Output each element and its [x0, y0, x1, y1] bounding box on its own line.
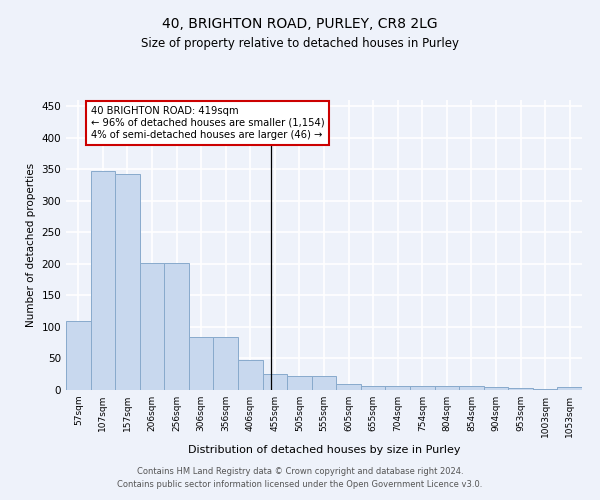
- Bar: [336, 384, 361, 390]
- Bar: [508, 388, 533, 390]
- Bar: [287, 376, 312, 390]
- Bar: [140, 262, 164, 390]
- Text: Contains HM Land Registry data © Crown copyright and database right 2024.: Contains HM Land Registry data © Crown c…: [137, 467, 463, 476]
- Bar: [164, 262, 189, 390]
- Bar: [312, 376, 336, 390]
- Bar: [115, 174, 140, 390]
- X-axis label: Distribution of detached houses by size in Purley: Distribution of detached houses by size …: [188, 446, 460, 456]
- Bar: [238, 360, 263, 390]
- Text: 40, BRIGHTON ROAD, PURLEY, CR8 2LG: 40, BRIGHTON ROAD, PURLEY, CR8 2LG: [162, 18, 438, 32]
- Bar: [263, 374, 287, 390]
- Bar: [410, 386, 434, 390]
- Text: Contains public sector information licensed under the Open Government Licence v3: Contains public sector information licen…: [118, 480, 482, 489]
- Bar: [91, 170, 115, 390]
- Bar: [361, 386, 385, 390]
- Bar: [557, 388, 582, 390]
- Bar: [434, 386, 459, 390]
- Bar: [189, 337, 214, 390]
- Text: Size of property relative to detached houses in Purley: Size of property relative to detached ho…: [141, 38, 459, 51]
- Bar: [484, 387, 508, 390]
- Bar: [459, 386, 484, 390]
- Bar: [385, 386, 410, 390]
- Y-axis label: Number of detached properties: Number of detached properties: [26, 163, 36, 327]
- Bar: [214, 337, 238, 390]
- Bar: [66, 320, 91, 390]
- Text: 40 BRIGHTON ROAD: 419sqm
← 96% of detached houses are smaller (1,154)
4% of semi: 40 BRIGHTON ROAD: 419sqm ← 96% of detach…: [91, 106, 324, 140]
